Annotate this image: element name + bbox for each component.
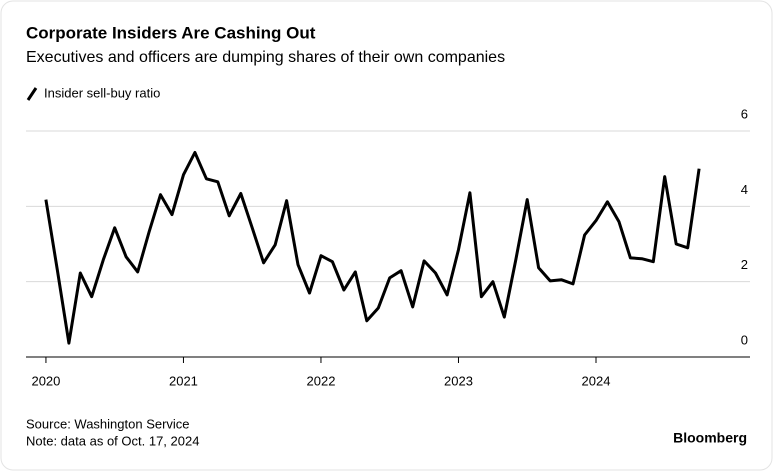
x-tick-label: 2021 bbox=[169, 373, 198, 388]
legend-swatch bbox=[26, 87, 38, 101]
x-tick-label: 2020 bbox=[31, 373, 60, 388]
y-tick-label: 4 bbox=[741, 182, 748, 197]
x-tick-label: 2023 bbox=[444, 373, 473, 388]
y-tick-label: 6 bbox=[741, 106, 748, 121]
chart-title: Corporate Insiders Are Cashing Out bbox=[26, 23, 316, 42]
chart-subtitle: Executives and officers are dumping shar… bbox=[26, 49, 505, 66]
y-tick-label: 2 bbox=[741, 257, 748, 272]
legend-label: Insider sell-buy ratio bbox=[44, 85, 160, 100]
note: Note: data as of Oct. 17, 2024 bbox=[26, 433, 199, 448]
x-tick-label: 2022 bbox=[307, 373, 336, 388]
line bbox=[44, 151, 701, 345]
y-tick-label: 0 bbox=[741, 332, 748, 347]
source: Source: Washington Service bbox=[26, 416, 190, 431]
brand: Bloomberg bbox=[673, 430, 747, 446]
x-tick-label: 2024 bbox=[582, 373, 611, 388]
